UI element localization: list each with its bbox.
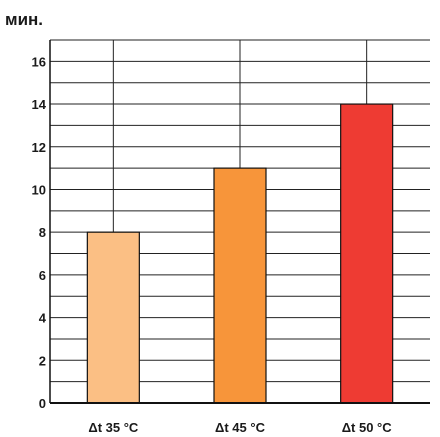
y-tick-label: 2 [39,353,46,368]
x-tick-labels: Δt 35 °C Δt 45 °C Δt 50 °C [88,420,392,435]
y-tick-label: 12 [32,140,46,155]
bar-1 [86,231,140,404]
bars [86,103,394,404]
x-tick-label: Δt 50 °C [342,420,393,435]
y-tick-label: 10 [32,182,46,197]
y-tick-label: 14 [32,97,47,112]
y-tick-labels: 0 2 4 6 8 10 12 14 16 [32,54,47,411]
y-tick-label: 0 [39,396,46,411]
axes [49,40,430,404]
bar-3 [340,103,394,404]
x-tick-label: Δt 35 °C [88,420,139,435]
y-tick-label: 8 [39,225,46,240]
y-tick-label: 6 [39,268,46,283]
y-axis-unit-label: мин. [5,10,43,29]
y-tick-label: 4 [39,311,47,326]
bar-2 [213,167,267,404]
x-tick-label: Δt 45 °C [215,420,266,435]
y-tick-label: 16 [32,54,46,69]
